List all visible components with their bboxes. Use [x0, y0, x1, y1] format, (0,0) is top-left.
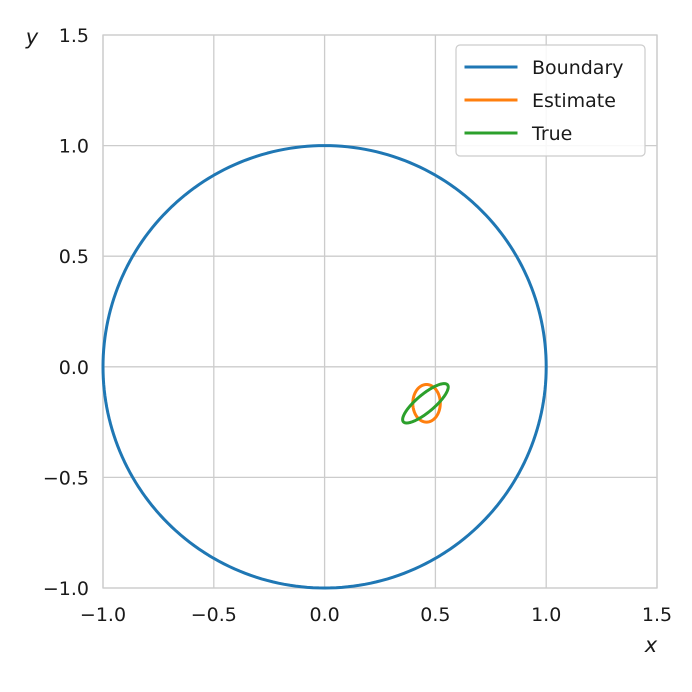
x-tick-label: 0.0 [309, 604, 339, 626]
x-axis-label: x [644, 633, 658, 657]
legend-entry-boundary: Boundary [464, 57, 624, 79]
series-true-curve [401, 382, 450, 425]
x-tick-label: 1.5 [642, 604, 672, 626]
plot-frame [102, 34, 658, 589]
x-tick-label: 0.5 [420, 604, 450, 626]
legend: Boundary Estimate True [455, 44, 646, 157]
series-boundary-curve [101, 144, 548, 590]
x-tick-label: 1.0 [531, 604, 561, 626]
legend-label-true: True [531, 123, 572, 145]
y-tick-label: −0.5 [43, 467, 89, 489]
y-tick-label: 0.5 [59, 246, 89, 268]
plot-spines [102, 34, 658, 589]
plot-series [101, 144, 548, 590]
x-tick-label: −1.0 [80, 604, 126, 626]
y-axis-label: y [25, 25, 39, 49]
legend-frame [455, 44, 646, 157]
legend-entry-true: True [464, 123, 572, 145]
legend-label-estimate: Estimate [532, 90, 616, 112]
y-tick-label: −1.0 [43, 578, 89, 600]
y-tick-label: 1.5 [59, 25, 89, 47]
tick-labels: −1.0 −0.5 0.0 0.5 1.0 1.5 −1.0 −0.5 0.0 0.5 1.0 1.5 [43, 25, 672, 626]
legend-entry-estimate: Estimate [464, 90, 616, 112]
x-tick-label: −0.5 [191, 604, 237, 626]
y-tick-label: 1.0 [59, 136, 89, 158]
legend-label-boundary: Boundary [532, 57, 624, 79]
y-tick-label: 0.0 [59, 357, 89, 379]
series-estimate-curve [411, 383, 442, 424]
